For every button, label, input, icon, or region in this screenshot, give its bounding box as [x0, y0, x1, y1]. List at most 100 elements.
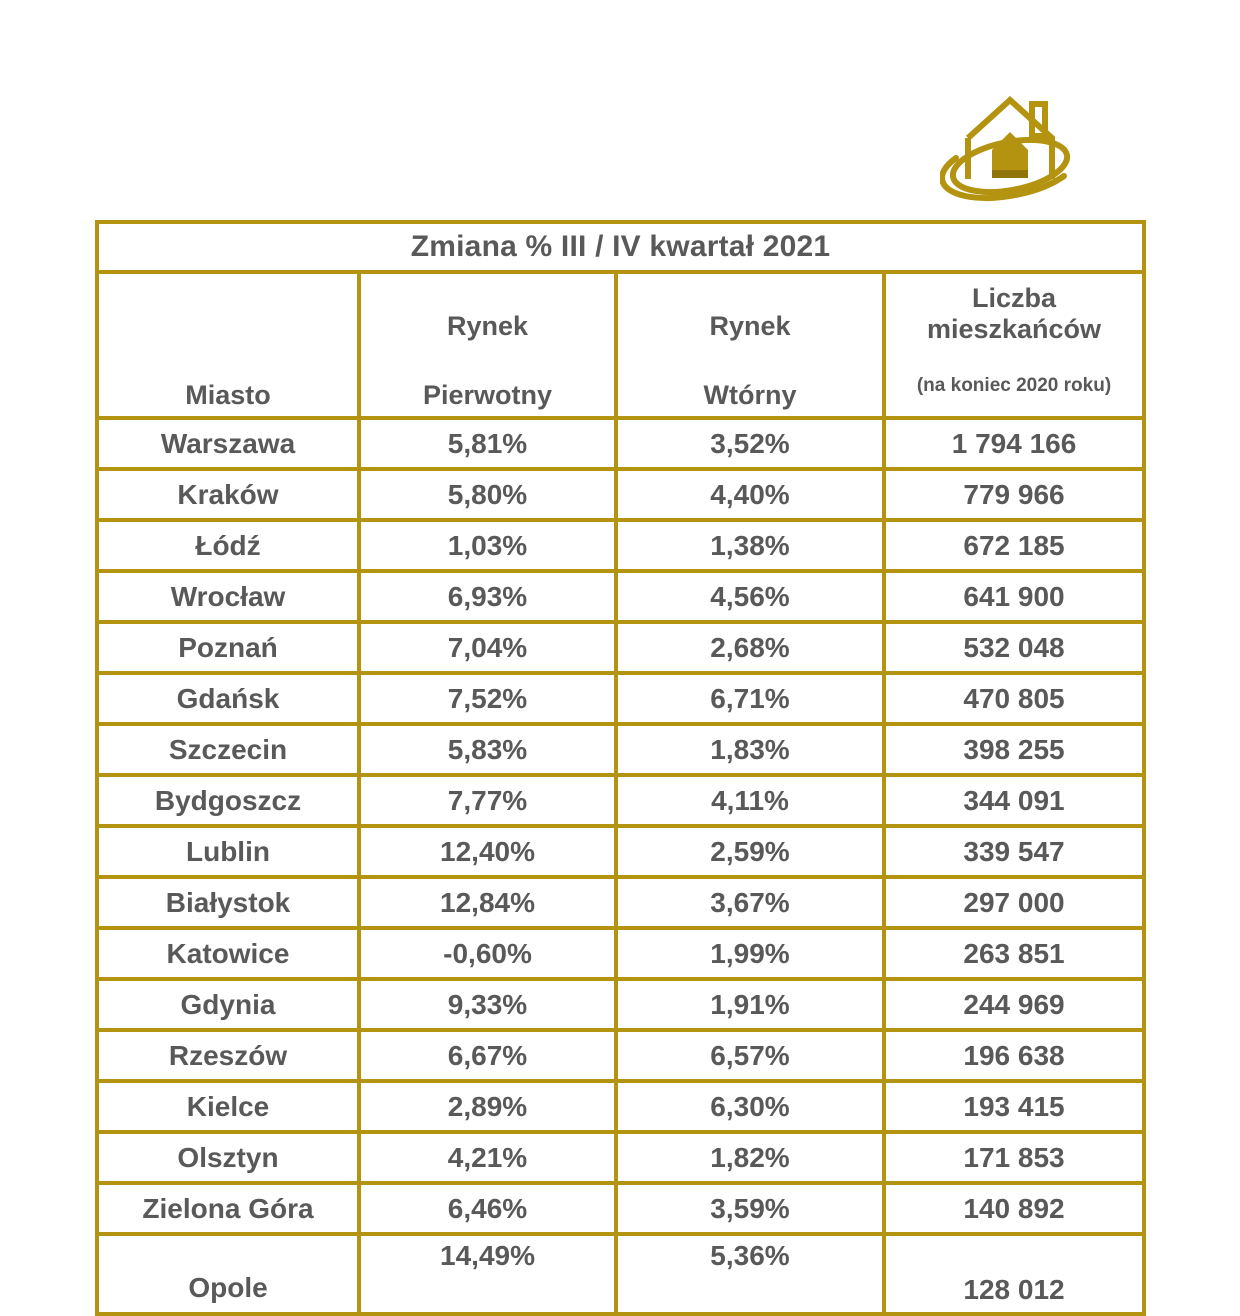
cell-city: Gdynia [95, 977, 361, 1032]
cell-secondary-market: 3,52% [614, 416, 886, 471]
cell-city: Rzeszów [95, 1028, 361, 1083]
table-row: Kraków 5,80% 4,40% 779 966 [95, 467, 1147, 522]
cell-primary-market: 2,89% [357, 1079, 618, 1134]
table-row: Gdańsk 7,52% 6,71% 470 805 [95, 671, 1147, 726]
table-header-row: Miasto Rynek Pierwotny Rynek Wtórny [95, 270, 1147, 420]
cell-city: Łódź [95, 518, 361, 573]
cell-primary-market: 5,81% [357, 416, 618, 471]
cell-population: 1 794 166 [881, 416, 1147, 471]
table-row: Katowice -0,60% 1,99% 263 851 [95, 926, 1147, 981]
cell-population: 193 415 [881, 1079, 1147, 1134]
cell-secondary-market: 1,99% [614, 926, 886, 981]
quarterly-change-table-container: Zmiana % III / IV kwartał 2021 Miasto Ry… [94, 220, 1147, 1316]
cell-population: 128 012 [881, 1232, 1147, 1316]
cell-primary-market: 12,84% [357, 875, 618, 930]
cell-secondary-market: 1,82% [614, 1130, 886, 1185]
cell-city: Warszawa [95, 416, 361, 471]
cell-secondary-market: 4,56% [614, 569, 886, 624]
cell-primary-market: 7,52% [357, 671, 618, 726]
cell-primary-market: 12,40% [357, 824, 618, 879]
cell-primary-market: -0,60% [357, 926, 618, 981]
cell-secondary-market: 4,11% [614, 773, 886, 828]
cell-city: Szczecin [95, 722, 361, 777]
cell-secondary-market: 4,40% [614, 467, 886, 522]
cell-city: Wrocław [95, 569, 361, 624]
column-header-city-label: Miasto [185, 379, 271, 410]
cell-population: 779 966 [881, 467, 1147, 522]
cell-primary-market: 7,04% [357, 620, 618, 675]
cell-secondary-market: 3,67% [614, 875, 886, 930]
cell-primary-market: 5,83% [357, 722, 618, 777]
cell-primary-market: 6,93% [357, 569, 618, 624]
table-row: Gdynia 9,33% 1,91% 244 969 [95, 977, 1147, 1032]
cell-population: 672 185 [881, 518, 1147, 573]
table-row: Szczecin 5,83% 1,83% 398 255 [95, 722, 1147, 777]
cell-population: 263 851 [881, 926, 1147, 981]
column-header-secondary-line2: Wtórny [703, 379, 797, 410]
cell-city: Olsztyn [95, 1130, 361, 1185]
cell-population: 532 048 [881, 620, 1147, 675]
cell-primary-market: 6,67% [357, 1028, 618, 1083]
cell-primary-market: 9,33% [357, 977, 618, 1032]
cell-city: Opole [95, 1232, 361, 1316]
table-row: Wrocław 6,93% 4,56% 641 900 [95, 569, 1147, 624]
column-header-primary-market: Rynek Pierwotny [357, 270, 618, 420]
cell-city: Kraków [95, 467, 361, 522]
column-header-primary-line2: Pierwotny [422, 379, 553, 410]
table-row: Bydgoszcz 7,77% 4,11% 344 091 [95, 773, 1147, 828]
cell-population: 470 805 [881, 671, 1147, 726]
cell-primary-market: 14,49% [357, 1232, 618, 1316]
cell-secondary-market: 3,59% [614, 1181, 886, 1236]
cell-primary-market: 7,77% [357, 773, 618, 828]
column-header-secondary-line1: Rynek [709, 310, 791, 341]
cell-primary-market: 1,03% [357, 518, 618, 573]
cell-population: 244 969 [881, 977, 1147, 1032]
cell-secondary-market: 1,83% [614, 722, 886, 777]
cell-population: 339 547 [881, 824, 1147, 879]
table-row: Olsztyn 4,21% 1,82% 171 853 [95, 1130, 1147, 1185]
cell-secondary-market: 1,91% [614, 977, 886, 1032]
cell-population: 641 900 [881, 569, 1147, 624]
cell-population: 344 091 [881, 773, 1147, 828]
column-header-population-line1: Liczba [972, 283, 1057, 313]
cell-city: Białystok [95, 875, 361, 930]
table-row: Rzeszów 6,67% 6,57% 196 638 [95, 1028, 1147, 1083]
table-row: Łódź 1,03% 1,38% 672 185 [95, 518, 1147, 573]
table-row: Poznań 7,04% 2,68% 532 048 [95, 620, 1147, 675]
cell-population: 140 892 [881, 1181, 1147, 1236]
column-header-population-subtitle: (na koniec 2020 roku) [916, 375, 1112, 397]
house-orbit-icon [940, 95, 1071, 201]
column-header-secondary-market: Rynek Wtórny [614, 270, 886, 420]
cell-city: Zielona Góra [95, 1181, 361, 1236]
cell-secondary-market: 5,36% [614, 1232, 886, 1316]
cell-population: 297 000 [881, 875, 1147, 930]
table-title: Zmiana % III / IV kwartał 2021 [94, 220, 1147, 274]
cell-primary-market: 6,46% [357, 1181, 618, 1236]
cell-secondary-market: 6,57% [614, 1028, 886, 1083]
cell-city: Katowice [95, 926, 361, 981]
table-row: Kielce 2,89% 6,30% 193 415 [95, 1079, 1147, 1134]
cell-primary-market: 4,21% [357, 1130, 618, 1185]
cell-city: Kielce [95, 1079, 361, 1134]
table-title-row: Zmiana % III / IV kwartał 2021 [94, 220, 1147, 274]
table-row: Białystok 12,84% 3,67% 297 000 [95, 875, 1147, 930]
cell-secondary-market: 6,30% [614, 1079, 886, 1134]
cell-city: Gdańsk [95, 671, 361, 726]
cell-population: 171 853 [881, 1130, 1147, 1185]
column-header-city: Miasto [95, 270, 361, 420]
cell-primary-market: 5,80% [357, 467, 618, 522]
cell-secondary-market: 2,68% [614, 620, 886, 675]
cell-population: 196 638 [881, 1028, 1147, 1083]
cell-city: Bydgoszcz [95, 773, 361, 828]
cell-city: Lublin [95, 824, 361, 879]
cell-city: Poznań [95, 620, 361, 675]
quarterly-change-table: Zmiana % III / IV kwartał 2021 Miasto Ry… [94, 220, 1147, 1316]
column-header-population: Liczba mieszkańców (na koniec 2020 roku) [881, 270, 1147, 420]
table-row: Opole 14,49% 5,36% 128 012 [95, 1232, 1147, 1316]
table-row: Zielona Góra 6,46% 3,59% 140 892 [95, 1181, 1147, 1236]
brand-logo [940, 84, 1080, 204]
column-header-primary-line1: Rynek [446, 310, 529, 341]
cell-secondary-market: 6,71% [614, 671, 886, 726]
table-row: Lublin 12,40% 2,59% 339 547 [95, 824, 1147, 879]
table-row: Warszawa 5,81% 3,52% 1 794 166 [95, 416, 1147, 471]
